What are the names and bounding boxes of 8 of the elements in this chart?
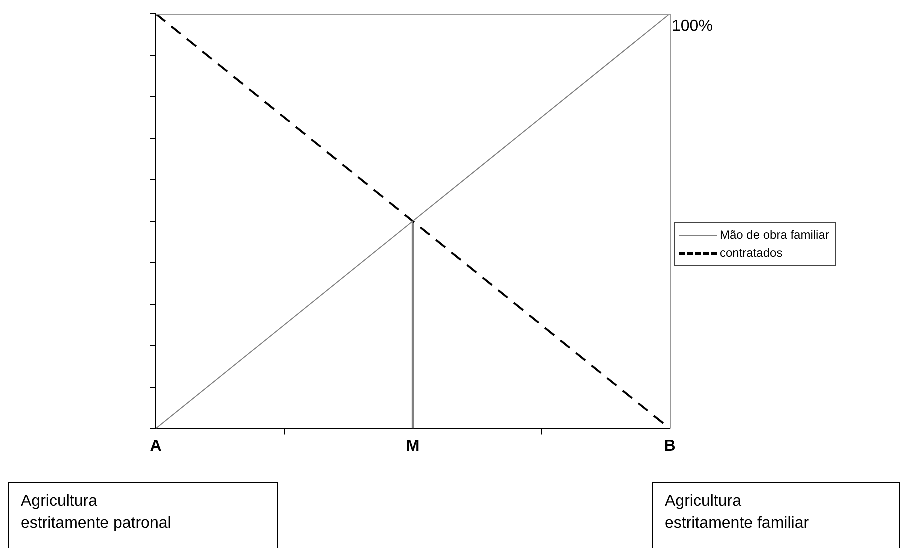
text: Agricultura estritamente patronal bbox=[8, 482, 278, 548]
legend-label: Mão de obra familiar bbox=[720, 228, 830, 242]
text: 100% bbox=[672, 17, 713, 37]
x-tick-label: A bbox=[150, 438, 162, 455]
text: Agricultura estritamente familiar bbox=[652, 482, 900, 548]
legend-label: contratados bbox=[720, 246, 783, 260]
x-tick-label: M bbox=[406, 438, 420, 455]
x-tick-label: B bbox=[664, 438, 676, 455]
